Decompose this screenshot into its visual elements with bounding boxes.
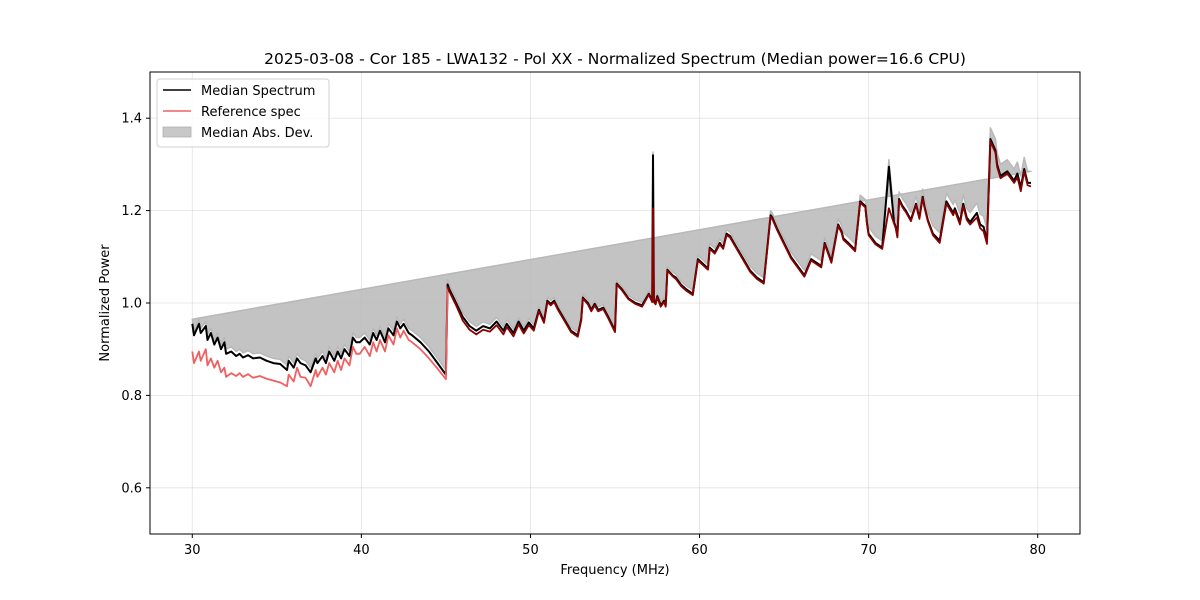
y-tick-label: 1.4 bbox=[121, 112, 142, 127]
x-tick-label: 30 bbox=[184, 543, 201, 558]
legend: Median Spectrum Reference spec Median Ab… bbox=[156, 78, 330, 148]
y-tick-label: 1.0 bbox=[121, 297, 142, 312]
plot-area bbox=[191, 127, 1032, 388]
mad-band bbox=[191, 127, 1032, 371]
chart-title: 2025-03-08 - Cor 185 - LWA132 - Pol XX -… bbox=[264, 50, 966, 68]
y-tick-label: 0.8 bbox=[121, 389, 142, 404]
reference-spectrum-line bbox=[191, 286, 449, 388]
x-tick-label: 50 bbox=[522, 543, 539, 558]
y-tick-label: 1.2 bbox=[121, 204, 142, 219]
x-tick-label: 80 bbox=[1029, 543, 1046, 558]
x-tick-label: 60 bbox=[691, 543, 708, 558]
x-axis: 30 40 50 60 70 80 bbox=[184, 534, 1046, 558]
y-axis: 0.6 0.8 1.0 1.2 1.4 bbox=[121, 112, 150, 496]
legend-mad-swatch bbox=[162, 126, 192, 138]
y-tick-label: 0.6 bbox=[121, 481, 142, 496]
y-axis-label: Normalized Power bbox=[98, 244, 113, 362]
x-axis-label: Frequency (MHz) bbox=[560, 563, 669, 578]
legend-mad-label: Median Abs. Dev. bbox=[201, 126, 313, 141]
legend-reference-label: Reference spec bbox=[201, 105, 301, 120]
legend-median-label: Median Spectrum bbox=[201, 84, 315, 99]
reference-spectrum-line-overlap bbox=[446, 140, 1032, 338]
x-tick-label: 40 bbox=[353, 543, 370, 558]
x-tick-label: 70 bbox=[860, 543, 877, 558]
legend-box bbox=[156, 78, 330, 148]
